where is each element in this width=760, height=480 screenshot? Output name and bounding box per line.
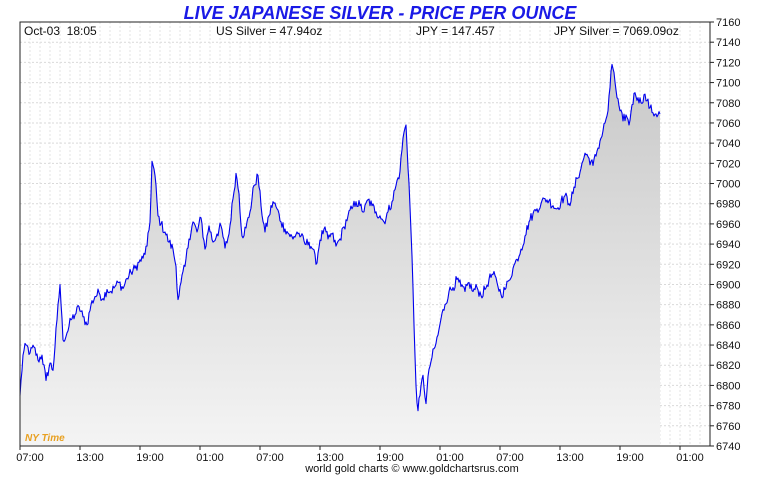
y-tick-label: 6760 bbox=[716, 421, 740, 433]
x-tick-label: 01:00 bbox=[436, 452, 464, 464]
x-tick-label: 13:00 bbox=[316, 452, 344, 464]
header-jpy-silver: JPY Silver = 7069.09oz bbox=[554, 24, 679, 38]
x-tick-label: 19:00 bbox=[616, 452, 644, 464]
y-tick-label: 6980 bbox=[716, 199, 740, 211]
y-tick-label: 6740 bbox=[716, 441, 740, 453]
price-series-line bbox=[19, 63, 661, 412]
price-line-group bbox=[19, 63, 661, 412]
y-tick-label: 6960 bbox=[716, 219, 740, 231]
x-tick-label: 01:00 bbox=[196, 452, 224, 464]
y-tick-label: 6820 bbox=[716, 360, 740, 372]
price-area bbox=[20, 64, 660, 447]
x-tick-label: 13:00 bbox=[76, 452, 104, 464]
y-tick-label: 7000 bbox=[716, 179, 740, 191]
y-tick-label: 6880 bbox=[716, 300, 740, 312]
x-tick-label: 01:00 bbox=[676, 452, 704, 464]
y-tick-label: 7140 bbox=[716, 37, 740, 49]
x-tick-label: 07:00 bbox=[256, 452, 284, 464]
y-axis-ticks: 6740 6760 6780 6800 6820 6840 6860 6880 6900 6920… bbox=[710, 17, 740, 453]
y-tick-label: 6900 bbox=[716, 279, 740, 291]
y-tick-label: 6780 bbox=[716, 401, 740, 413]
y-tick-label: 7120 bbox=[716, 57, 740, 69]
x-tick-label: 07:00 bbox=[16, 452, 44, 464]
chart-title: LIVE JAPANESE SILVER - PRICE PER OUNCE bbox=[184, 3, 578, 23]
header-datetime: Oct-03 18:05 bbox=[24, 24, 97, 38]
footer-credit: world gold charts © www.goldchartsrus.co… bbox=[304, 463, 519, 475]
plot-border bbox=[19, 21, 711, 447]
y-tick-label: 7040 bbox=[716, 138, 740, 150]
y-tick-label: 7100 bbox=[716, 78, 740, 90]
x-tick-label: 13:00 bbox=[556, 452, 584, 464]
y-tick-label: 6840 bbox=[716, 340, 740, 352]
y-tick-label: 6940 bbox=[716, 239, 740, 251]
timezone-label: NY Time bbox=[25, 433, 65, 444]
y-tick-label: 6860 bbox=[716, 320, 740, 332]
x-tick-label: 07:00 bbox=[496, 452, 524, 464]
y-tick-label: 7080 bbox=[716, 98, 740, 110]
y-tick-label: 7160 bbox=[716, 17, 740, 29]
header-jpy-rate: JPY = 147.457 bbox=[416, 24, 495, 38]
x-tick-label: 19:00 bbox=[376, 452, 404, 464]
header-us-silver: US Silver = 47.94oz bbox=[216, 24, 322, 38]
x-axis-ticks: 07:00 13:00 19:00 01:00 07:00 13:00 19:00 01:00… bbox=[16, 446, 704, 464]
y-tick-label: 7060 bbox=[716, 118, 740, 130]
y-tick-label: 7020 bbox=[716, 158, 740, 170]
y-tick-label: 6800 bbox=[716, 380, 740, 392]
y-tick-label: 6920 bbox=[716, 259, 740, 271]
x-tick-label: 19:00 bbox=[136, 452, 164, 464]
price-area-fill bbox=[20, 64, 660, 447]
